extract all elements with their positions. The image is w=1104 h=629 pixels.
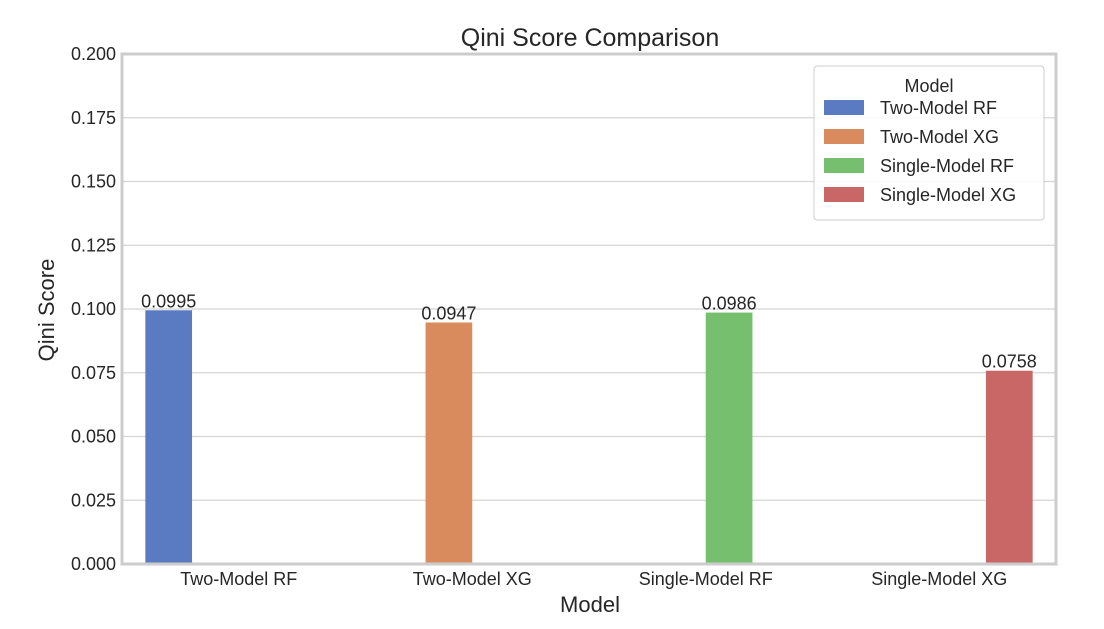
- y-tick-label: 0.000: [71, 554, 116, 574]
- x-tick-label: Single-Model XG: [871, 569, 1007, 589]
- y-tick-label: 0.200: [71, 44, 116, 64]
- legend-swatch: [824, 100, 864, 115]
- x-tick-label: Single-Model RF: [639, 569, 773, 589]
- legend-title: Model: [904, 76, 953, 96]
- bar: [145, 310, 193, 564]
- data-label: 0.0995: [141, 291, 196, 311]
- x-tick-label: Two-Model XG: [413, 569, 532, 589]
- bar: [705, 312, 753, 564]
- legend-box: [813, 65, 1045, 221]
- x-tick-labels: Two-Model RF Two-Model XG Single-Model RF S…: [180, 569, 1007, 589]
- legend-entry: Single-Model XG: [880, 185, 1016, 205]
- x-axis-label: Model: [560, 592, 620, 617]
- bars: [145, 310, 1033, 564]
- chart-title: Qini Score Comparison: [461, 24, 719, 52]
- legend-swatch: [824, 187, 864, 202]
- y-tick-label: 0.175: [71, 108, 116, 128]
- y-tick-labels: 0.000 0.025 0.050 0.075 0.100 0.125 0.150 0.175…: [71, 44, 116, 574]
- x-tick-label: Two-Model RF: [180, 569, 297, 589]
- plot-frame: [120, 52, 1058, 566]
- data-labels: 0.0995 0.0947 0.0986 0.0758: [141, 291, 1037, 371]
- bar: [425, 322, 473, 564]
- y-axis-label: Qini Score: [34, 259, 59, 362]
- y-tick-label: 0.125: [71, 235, 116, 255]
- y-tick-label: 0.100: [71, 299, 116, 319]
- legend-swatch: [824, 158, 864, 173]
- data-label: 0.0986: [702, 294, 757, 314]
- legend-entry: Two-Model XG: [880, 127, 999, 147]
- data-label: 0.0758: [982, 352, 1037, 372]
- y-tick-label: 0.150: [71, 172, 116, 192]
- y-tick-label: 0.050: [71, 427, 116, 447]
- y-tick-label: 0.025: [71, 490, 116, 510]
- legend-entry: Two-Model RF: [880, 98, 997, 118]
- y-tick-label: 0.075: [71, 363, 116, 383]
- bar: [985, 370, 1033, 564]
- data-label: 0.0947: [421, 304, 476, 324]
- legend-entry: Single-Model RF: [880, 156, 1014, 176]
- legend-swatch: [824, 129, 864, 144]
